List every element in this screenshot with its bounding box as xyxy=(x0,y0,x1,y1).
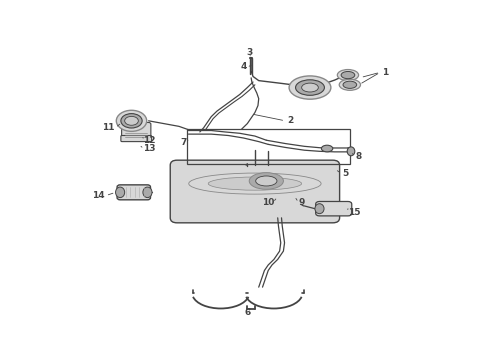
Ellipse shape xyxy=(321,145,333,152)
Text: 8: 8 xyxy=(356,152,362,161)
Ellipse shape xyxy=(121,114,142,128)
Ellipse shape xyxy=(339,79,361,90)
Ellipse shape xyxy=(289,76,331,99)
Ellipse shape xyxy=(341,72,355,79)
Text: 2: 2 xyxy=(287,116,294,125)
FancyBboxPatch shape xyxy=(170,160,340,223)
Ellipse shape xyxy=(295,80,324,95)
Text: 13: 13 xyxy=(143,144,155,153)
FancyBboxPatch shape xyxy=(122,122,151,139)
Text: 10: 10 xyxy=(262,198,274,207)
Ellipse shape xyxy=(143,187,152,198)
Bar xyxy=(187,129,350,164)
Text: 6: 6 xyxy=(244,307,250,316)
Ellipse shape xyxy=(124,116,138,125)
Ellipse shape xyxy=(208,177,302,190)
Text: 3: 3 xyxy=(246,48,252,57)
Text: 12: 12 xyxy=(143,136,155,145)
Text: 5: 5 xyxy=(342,169,348,178)
Ellipse shape xyxy=(249,173,283,189)
Text: 14: 14 xyxy=(92,191,105,200)
FancyBboxPatch shape xyxy=(316,202,352,216)
FancyBboxPatch shape xyxy=(121,135,151,141)
Ellipse shape xyxy=(256,176,277,186)
Ellipse shape xyxy=(343,81,357,89)
FancyBboxPatch shape xyxy=(117,185,150,200)
Ellipse shape xyxy=(302,83,318,92)
Ellipse shape xyxy=(116,187,124,198)
Ellipse shape xyxy=(116,110,147,131)
Text: 9: 9 xyxy=(298,198,305,207)
Text: 4: 4 xyxy=(241,62,247,71)
Text: 1: 1 xyxy=(382,68,389,77)
Text: 7: 7 xyxy=(180,139,187,148)
Ellipse shape xyxy=(315,204,324,214)
Ellipse shape xyxy=(337,69,359,81)
Text: 15: 15 xyxy=(348,208,361,217)
Ellipse shape xyxy=(347,147,355,156)
Text: 11: 11 xyxy=(102,123,115,132)
